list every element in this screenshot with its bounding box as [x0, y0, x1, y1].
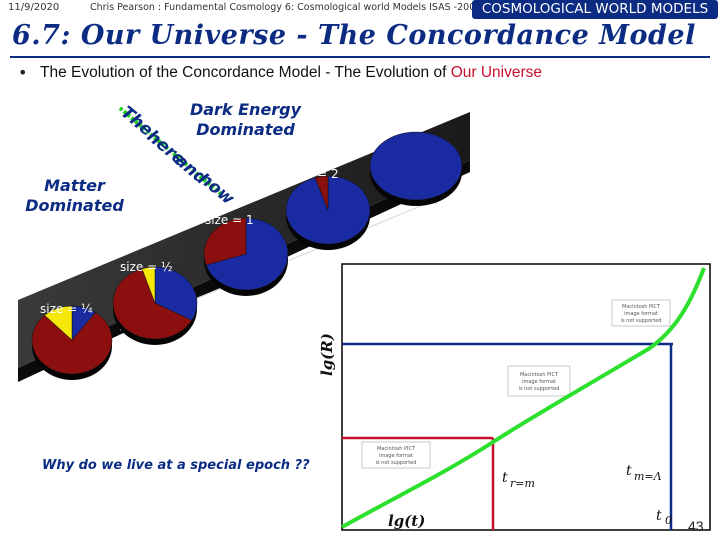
slide-header-info: Chris Pearson : Fundamental Cosmology 6:… — [90, 2, 482, 13]
pict-placeholder-2: Macintosh PICT image format is not suppo… — [507, 365, 571, 397]
title-divider — [10, 56, 710, 58]
pie-4-matter-slice — [314, 175, 329, 211]
tick-t-mL-main: t — [626, 463, 632, 479]
tick-t-mL: t m=Λ — [626, 463, 662, 483]
pict-2-line-1: Macintosh PICT — [520, 372, 559, 378]
pie-4-size-label: size = 2 — [290, 167, 339, 181]
y-axis-label: lg(R) — [318, 333, 336, 376]
pie-2-matter-slice — [112, 268, 193, 340]
pict-1-line-3: is not supported — [621, 318, 662, 324]
pict-2-line-2: image format — [522, 379, 556, 385]
pict-2-line-3: is not supported — [519, 386, 560, 392]
tick-t0-main: t — [656, 508, 662, 524]
scale-factor-curve — [341, 267, 706, 529]
pict-3-line-2: image format — [379, 453, 413, 459]
pie-2-dark-energy-slice — [154, 266, 198, 321]
pie-3-dark-energy-slice — [205, 217, 289, 291]
slide-date: 11/9/2020 — [8, 2, 60, 13]
pict-3-line-3: is not supported — [376, 460, 417, 466]
pie-2-radiation-slice — [141, 266, 156, 304]
x-axis-label: lg(t) — [388, 512, 425, 530]
pie-1-matter-slice — [31, 312, 113, 375]
pie-5-dark-energy-slice — [369, 131, 463, 201]
pict-1-line-2: image format — [624, 311, 658, 317]
pie-1-size-label: size = ¼ — [40, 302, 93, 316]
tick-t-rm: t r=m — [502, 470, 535, 490]
pict-placeholder-3: Macintosh PICT image format is not suppo… — [361, 441, 431, 469]
here-text-4: now — [195, 169, 238, 210]
pict-3-line-1: Macintosh PICT — [377, 446, 416, 452]
special-epoch-question: Why do we live at a special epoch ?? — [42, 458, 310, 473]
pict-placeholder-1: Macintosh PICT image format is not suppo… — [611, 299, 671, 327]
here-now-marker — [118, 106, 224, 197]
bullet-accent-text: Our Universe — [450, 64, 543, 81]
header-bar: 11/9/2020 Chris Pearson : Fundamental Co… — [0, 0, 720, 20]
matter-label: Matter Dominated — [25, 176, 124, 215]
bullet-main-text: The Evolution of the Concordance Model -… — [40, 64, 451, 81]
page-number: 43 — [688, 518, 704, 534]
tick-t-mL-sub: m=Λ — [634, 470, 662, 483]
slide-title: 6.7: Our Universe - The Concordance Mode… — [12, 20, 696, 51]
pie-3-matter-slice — [203, 217, 247, 266]
bullet-marker: • — [18, 63, 28, 82]
tick-t-rm-main: t — [502, 470, 508, 486]
pie-1-radiation-slice — [44, 305, 73, 341]
tick-t0-sub: 0 — [665, 514, 672, 527]
pie-2-size-label: size = ½ — [120, 260, 173, 274]
pict-1-line-1: Macintosh PICT — [622, 304, 661, 310]
bullet-text: The Evolution of the Concordance Model -… — [40, 64, 542, 82]
tick-t-rm-sub: r=m — [510, 477, 535, 490]
pie-5-size-label: size = 4 — [370, 121, 419, 135]
section-banner: COSMOLOGICAL WORLD MODELS — [472, 0, 718, 19]
dark-energy-label: Dark Energy Dominated — [189, 100, 302, 139]
pies-layer: size = ¼ size = ½ size = 1 size = 2 size = 4 — [31, 121, 463, 380]
tick-t0: t 0 — [656, 508, 672, 527]
pie-3-size-label: size = 1 — [205, 213, 254, 227]
